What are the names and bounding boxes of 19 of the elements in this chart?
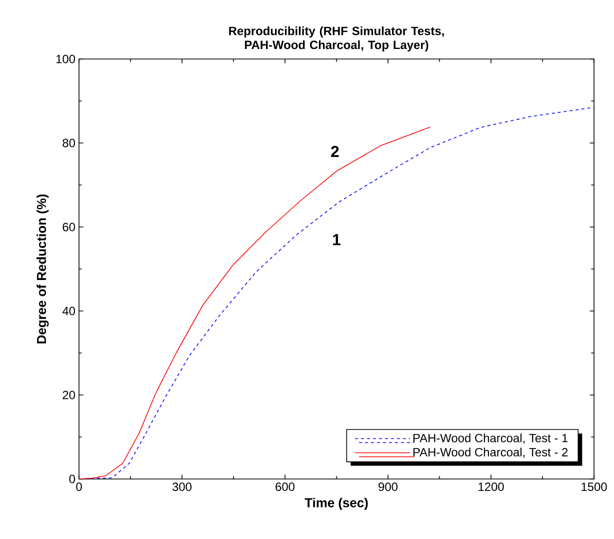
y-tick-label: 40: [62, 306, 76, 316]
x-tick-label: 1200: [478, 482, 504, 491]
legend-label: PAH-Wood Charcoal, Test - 1: [413, 434, 568, 444]
y-tick-label: 60: [62, 222, 76, 232]
x-tick-label: 600: [276, 482, 295, 491]
x-tick-label: 1500: [582, 482, 607, 491]
x-tick-label: 900: [378, 482, 398, 491]
legend-label: PAH-Wood Charcoal, Test - 2: [413, 448, 568, 458]
x-tick-label: 300: [172, 482, 192, 491]
chart-title: Reproducibility (RHF Simulator Tests, PAH-Wood Charcoal, Top Layer): [229, 26, 444, 52]
annotation: 1: [333, 234, 340, 246]
y-tick-label: 0: [69, 474, 76, 484]
x-tick-label: 0: [76, 482, 82, 491]
y-tick-label: 80: [62, 138, 76, 148]
y-axis-title: Degree of Reduction (%): [36, 194, 49, 344]
y-tick-label: 100: [56, 54, 76, 64]
x-axis-title: Time (sec): [304, 498, 368, 510]
annotation: 2: [331, 146, 339, 157]
y-tick-label: 20: [62, 390, 76, 400]
